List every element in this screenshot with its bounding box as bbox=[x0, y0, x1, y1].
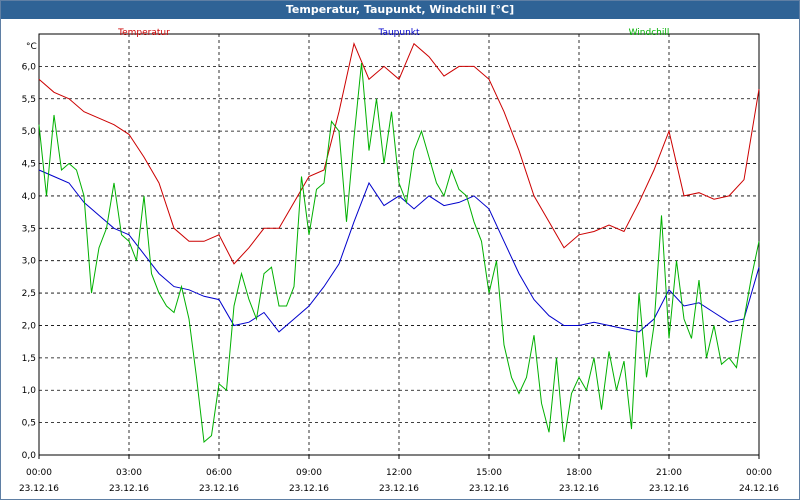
x-tick-time: 21:00 bbox=[656, 468, 682, 478]
x-tick-time: 15:00 bbox=[476, 468, 502, 478]
y-tick-label: 5,0 bbox=[22, 127, 37, 137]
x-tick-date: 23.12.16 bbox=[649, 484, 689, 494]
series-line-taupunkt bbox=[38, 169, 760, 333]
legend-temperatur: Temperatur bbox=[117, 28, 170, 38]
y-tick-label: 1,5 bbox=[22, 354, 36, 364]
y-tick-label: 6,0 bbox=[22, 62, 37, 72]
y-tick-label: 4,0 bbox=[22, 192, 37, 202]
x-tick-time: 03:00 bbox=[116, 468, 142, 478]
y-tick-label: 3,0 bbox=[22, 257, 37, 267]
line-chart: 0,0 0,5 1,0 1,5 2,0 2,5 3,0 3,5 4,0 4,5 5,0 5,5 6,0 °… bbox=[19, 28, 779, 494]
y-tick-label: 0,5 bbox=[22, 419, 36, 429]
legend-windchill: Windchill bbox=[629, 28, 670, 38]
y-tick-label: 2,5 bbox=[22, 289, 36, 299]
x-tick-time: 18:00 bbox=[566, 468, 592, 478]
series-line-windchill bbox=[38, 63, 760, 443]
x-tick-date: 23.12.16 bbox=[289, 484, 329, 494]
x-tick-time: 09:00 bbox=[296, 468, 322, 478]
y-tick-label: 3,5 bbox=[22, 224, 36, 234]
y-tick-label: 2,0 bbox=[22, 321, 37, 331]
x-tick-time: 00:00 bbox=[746, 468, 772, 478]
x-tick-date: 24.12.16 bbox=[739, 484, 779, 494]
series-line-temperatur bbox=[38, 42, 760, 265]
x-tick-date: 23.12.16 bbox=[109, 484, 149, 494]
x-tick-date: 23.12.16 bbox=[379, 484, 419, 494]
x-tick-date: 23.12.16 bbox=[19, 484, 59, 494]
x-tick-time: 06:00 bbox=[206, 468, 232, 478]
y-tick-label: 0,0 bbox=[22, 451, 37, 461]
x-tick-date: 23.12.16 bbox=[199, 484, 239, 494]
y-unit-label: °C bbox=[26, 42, 37, 52]
y-tick-label: 5,5 bbox=[22, 95, 36, 105]
x-tick-date: 23.12.16 bbox=[559, 484, 599, 494]
y-tick-label: 4,5 bbox=[22, 160, 36, 170]
x-tick-time: 12:00 bbox=[386, 468, 412, 478]
y-tick-label: 1,0 bbox=[22, 386, 37, 396]
x-tick-time: 00:00 bbox=[26, 468, 52, 478]
window-title: Temperatur, Taupunkt, Windchill [°C] bbox=[1, 1, 799, 19]
x-tick-date: 23.12.16 bbox=[469, 484, 509, 494]
legend-taupunkt: Taupunkt bbox=[377, 28, 420, 38]
